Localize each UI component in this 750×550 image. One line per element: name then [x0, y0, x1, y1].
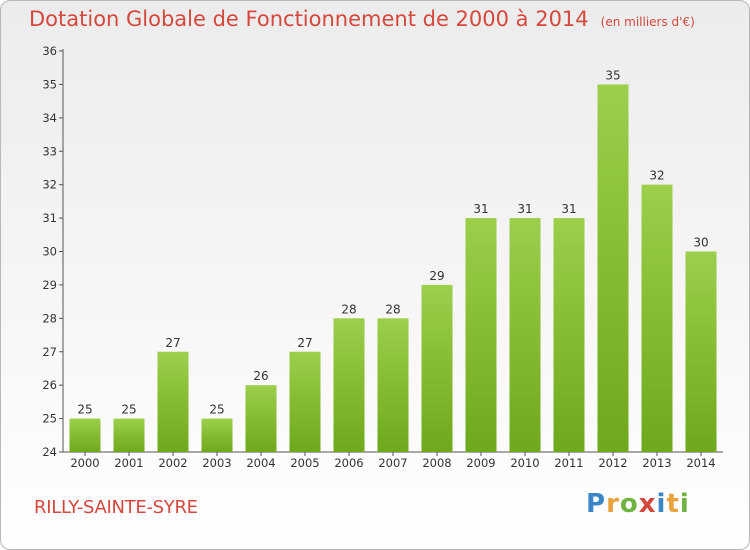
- bar: [553, 218, 585, 452]
- x-tick-label: 2006: [334, 456, 363, 470]
- data-label: 27: [297, 336, 312, 350]
- bar: [421, 284, 453, 452]
- bar: [333, 318, 365, 452]
- y-tick-label: 35: [42, 77, 57, 91]
- y-tick-label: 24: [42, 445, 57, 459]
- data-label: 25: [121, 403, 136, 417]
- data-label: 31: [561, 202, 576, 216]
- x-tick-label: 2008: [422, 456, 451, 470]
- data-label: 32: [649, 169, 664, 183]
- chart-title: Dotation Globale de Fonctionnement de 20…: [29, 7, 695, 31]
- chart-bars: 25 25 27 25 26 27 28 28 29 31 31 31 35 32 30: [69, 68, 717, 453]
- data-label: 30: [693, 236, 708, 250]
- chart-title-text: Dotation Globale de Fonctionnement de 20…: [29, 7, 589, 31]
- x-tick-label: 2002: [158, 456, 187, 470]
- bar: [685, 251, 717, 452]
- y-tick-label: 25: [42, 412, 57, 426]
- y-tick-label: 34: [42, 111, 57, 125]
- data-label: 25: [77, 403, 92, 417]
- y-tick-label: 26: [42, 378, 57, 392]
- data-label: 31: [517, 202, 532, 216]
- x-tick-label: 2011: [554, 456, 583, 470]
- y-tick-label: 33: [42, 144, 57, 158]
- chart-axes: 24 25 26 27 28 29 30 31 32 33 34 35 36 2000 2001 2002 20…: [42, 44, 723, 470]
- y-tick-label: 31: [42, 211, 57, 225]
- x-tick-label: 2013: [642, 456, 671, 470]
- data-label: 27: [165, 336, 180, 350]
- x-tick-label: 2010: [510, 456, 539, 470]
- bar: [641, 184, 673, 452]
- x-tick-label: 2009: [466, 456, 495, 470]
- y-tick-label: 36: [42, 44, 57, 58]
- x-tick-label: 2000: [70, 456, 99, 470]
- bar: [597, 84, 629, 453]
- data-label: 28: [341, 302, 356, 316]
- data-label: 31: [473, 202, 488, 216]
- commune-name: RILLY-SAINTE-SYRE: [34, 497, 198, 518]
- data-label: 29: [429, 269, 444, 283]
- x-tick-label: 2004: [246, 456, 275, 470]
- x-tick-label: 2005: [290, 456, 319, 470]
- data-label: 25: [209, 403, 224, 417]
- proxiti-logo[interactable]: Proxiti: [586, 489, 690, 519]
- bar: [377, 318, 409, 452]
- bar: [245, 385, 277, 452]
- data-label: 28: [385, 302, 400, 316]
- y-tick-label: 27: [42, 345, 57, 359]
- bar: [157, 351, 189, 452]
- x-tick-label: 2007: [378, 456, 407, 470]
- bar: [201, 418, 233, 452]
- bar: [509, 218, 541, 452]
- y-tick-label: 29: [42, 278, 57, 292]
- x-tick-label: 2003: [202, 456, 231, 470]
- bar: [289, 351, 321, 452]
- data-label: 26: [253, 369, 268, 383]
- x-tick-label: 2012: [598, 456, 627, 470]
- bar: [69, 418, 101, 452]
- data-label: 35: [605, 68, 620, 82]
- y-tick-label: 30: [42, 245, 57, 259]
- y-tick-label: 32: [42, 178, 57, 192]
- y-tick-label: 28: [42, 311, 57, 325]
- x-tick-label: 2001: [114, 456, 143, 470]
- x-tick-label: 2014: [686, 456, 715, 470]
- chart-unit: (en milliers d'€): [600, 15, 695, 29]
- bar: [113, 418, 145, 452]
- bar: [465, 218, 497, 452]
